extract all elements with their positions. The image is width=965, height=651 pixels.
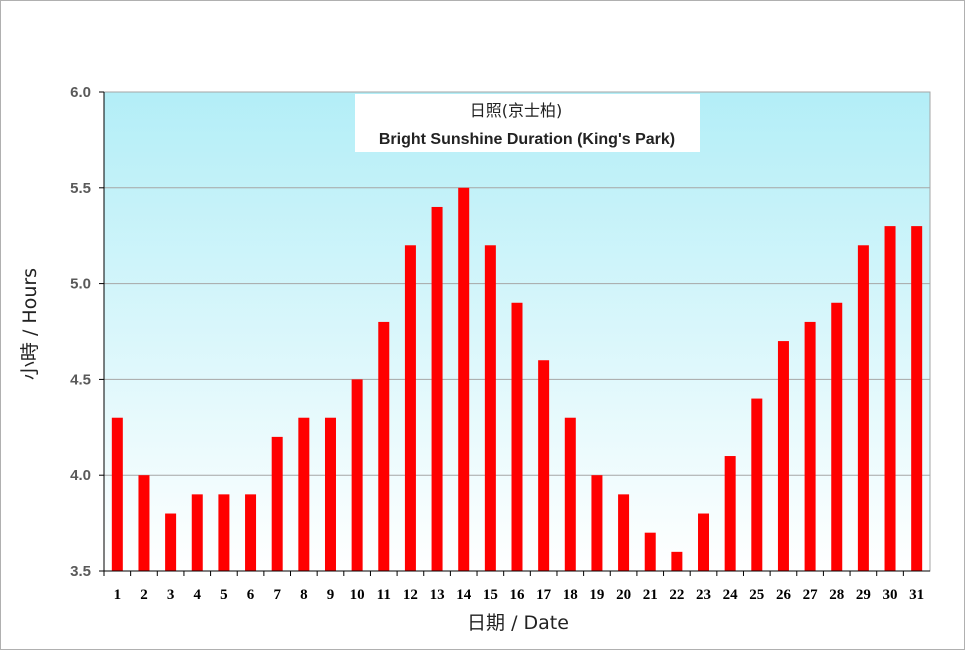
- bar-day-14: [458, 187, 470, 572]
- x-tick-label: 13: [430, 587, 445, 603]
- x-tick-label: 11: [377, 587, 391, 603]
- bar-day-11: [378, 321, 390, 571]
- bar-day-15: [484, 245, 496, 571]
- bar-day-28: [831, 302, 843, 571]
- bar-day-20: [618, 494, 630, 571]
- bar-day-16: [511, 302, 523, 571]
- y-tick-label: 4.5: [70, 371, 91, 388]
- bar-day-31: [911, 226, 923, 571]
- x-tick-label: 4: [194, 587, 202, 603]
- bars: [111, 187, 923, 572]
- bar-day-7: [271, 436, 283, 571]
- x-tick-label: 26: [776, 587, 792, 603]
- y-tick-label: 6.0: [70, 84, 91, 101]
- x-tick-label: 6: [247, 587, 255, 603]
- x-tick-label: 10: [350, 587, 365, 603]
- x-tick-label: 28: [829, 587, 844, 603]
- x-tick-label: 15: [483, 587, 498, 603]
- x-tick-label: 7: [273, 587, 281, 603]
- x-tick-label: 1: [114, 587, 122, 603]
- bar-day-21: [644, 532, 656, 571]
- bar-day-12: [404, 245, 416, 571]
- x-tick-label: 19: [589, 587, 604, 603]
- chart-title: 日照(京士柏): [470, 101, 563, 120]
- bar-day-24: [724, 456, 736, 571]
- x-tick-label: 5: [220, 587, 228, 603]
- bar-day-30: [884, 226, 896, 571]
- bar-day-13: [431, 206, 443, 571]
- x-tick-label: 24: [723, 587, 739, 603]
- y-tick-label: 3.5: [70, 563, 91, 580]
- x-tick-label: 8: [300, 587, 308, 603]
- title-box: [355, 94, 700, 152]
- x-tick-label: 16: [510, 587, 526, 603]
- x-tick-label: 31: [909, 587, 924, 603]
- x-tick-label: 21: [643, 587, 658, 603]
- bar-day-17: [538, 360, 550, 571]
- y-tick-label: 4.0: [70, 467, 91, 484]
- y-axis-title: 小時 / Hours: [19, 268, 41, 380]
- x-tick-label: 18: [563, 587, 578, 603]
- chart-subtitle: Bright Sunshine Duration (King's Park): [379, 131, 675, 148]
- x-tick-label: 22: [669, 587, 684, 603]
- x-tick-label: 14: [456, 587, 472, 603]
- bar-day-5: [218, 494, 230, 571]
- bar-day-27: [804, 321, 816, 571]
- bar-day-19: [591, 475, 603, 571]
- x-tick-label: 2: [140, 587, 148, 603]
- x-tick-label: 3: [167, 587, 175, 603]
- bar-day-10: [351, 379, 363, 571]
- x-tick-labels: 1 2 3 4 5 6 7 8 9 10 11 12 13 14 15 16 17 18 19 20 21 22 23 24 2…: [103, 571, 924, 603]
- bar-day-4: [191, 494, 203, 571]
- bar-day-25: [751, 398, 763, 571]
- bar-day-23: [698, 513, 710, 571]
- x-axis-title: 日期 / Date: [467, 612, 569, 634]
- bar-day-26: [777, 341, 789, 571]
- x-tick-label: 9: [327, 587, 335, 603]
- y-tick-label: 5.5: [70, 180, 91, 197]
- x-tick-label: 12: [403, 587, 418, 603]
- bar-day-29: [857, 245, 869, 571]
- bar-day-9: [324, 417, 336, 571]
- y-tick-label: 5.0: [70, 276, 91, 293]
- x-tick-label: 20: [616, 587, 631, 603]
- y-tick-labels: 3.5 4.0 4.5 5.0 5.5 6.0: [70, 84, 104, 580]
- bar-day-18: [564, 417, 576, 571]
- bar-day-2: [138, 475, 150, 571]
- x-tick-label: 30: [883, 587, 898, 603]
- x-tick-label: 29: [856, 587, 871, 603]
- x-tick-label: 27: [803, 587, 819, 603]
- bar-day-8: [298, 417, 310, 571]
- x-tick-label: 17: [536, 587, 552, 603]
- bar-day-22: [671, 551, 683, 571]
- bar-day-1: [111, 417, 123, 571]
- x-tick-label: 23: [696, 587, 711, 603]
- bar-day-3: [165, 513, 177, 571]
- x-tick-label: 25: [749, 587, 764, 603]
- bar-day-6: [245, 494, 257, 571]
